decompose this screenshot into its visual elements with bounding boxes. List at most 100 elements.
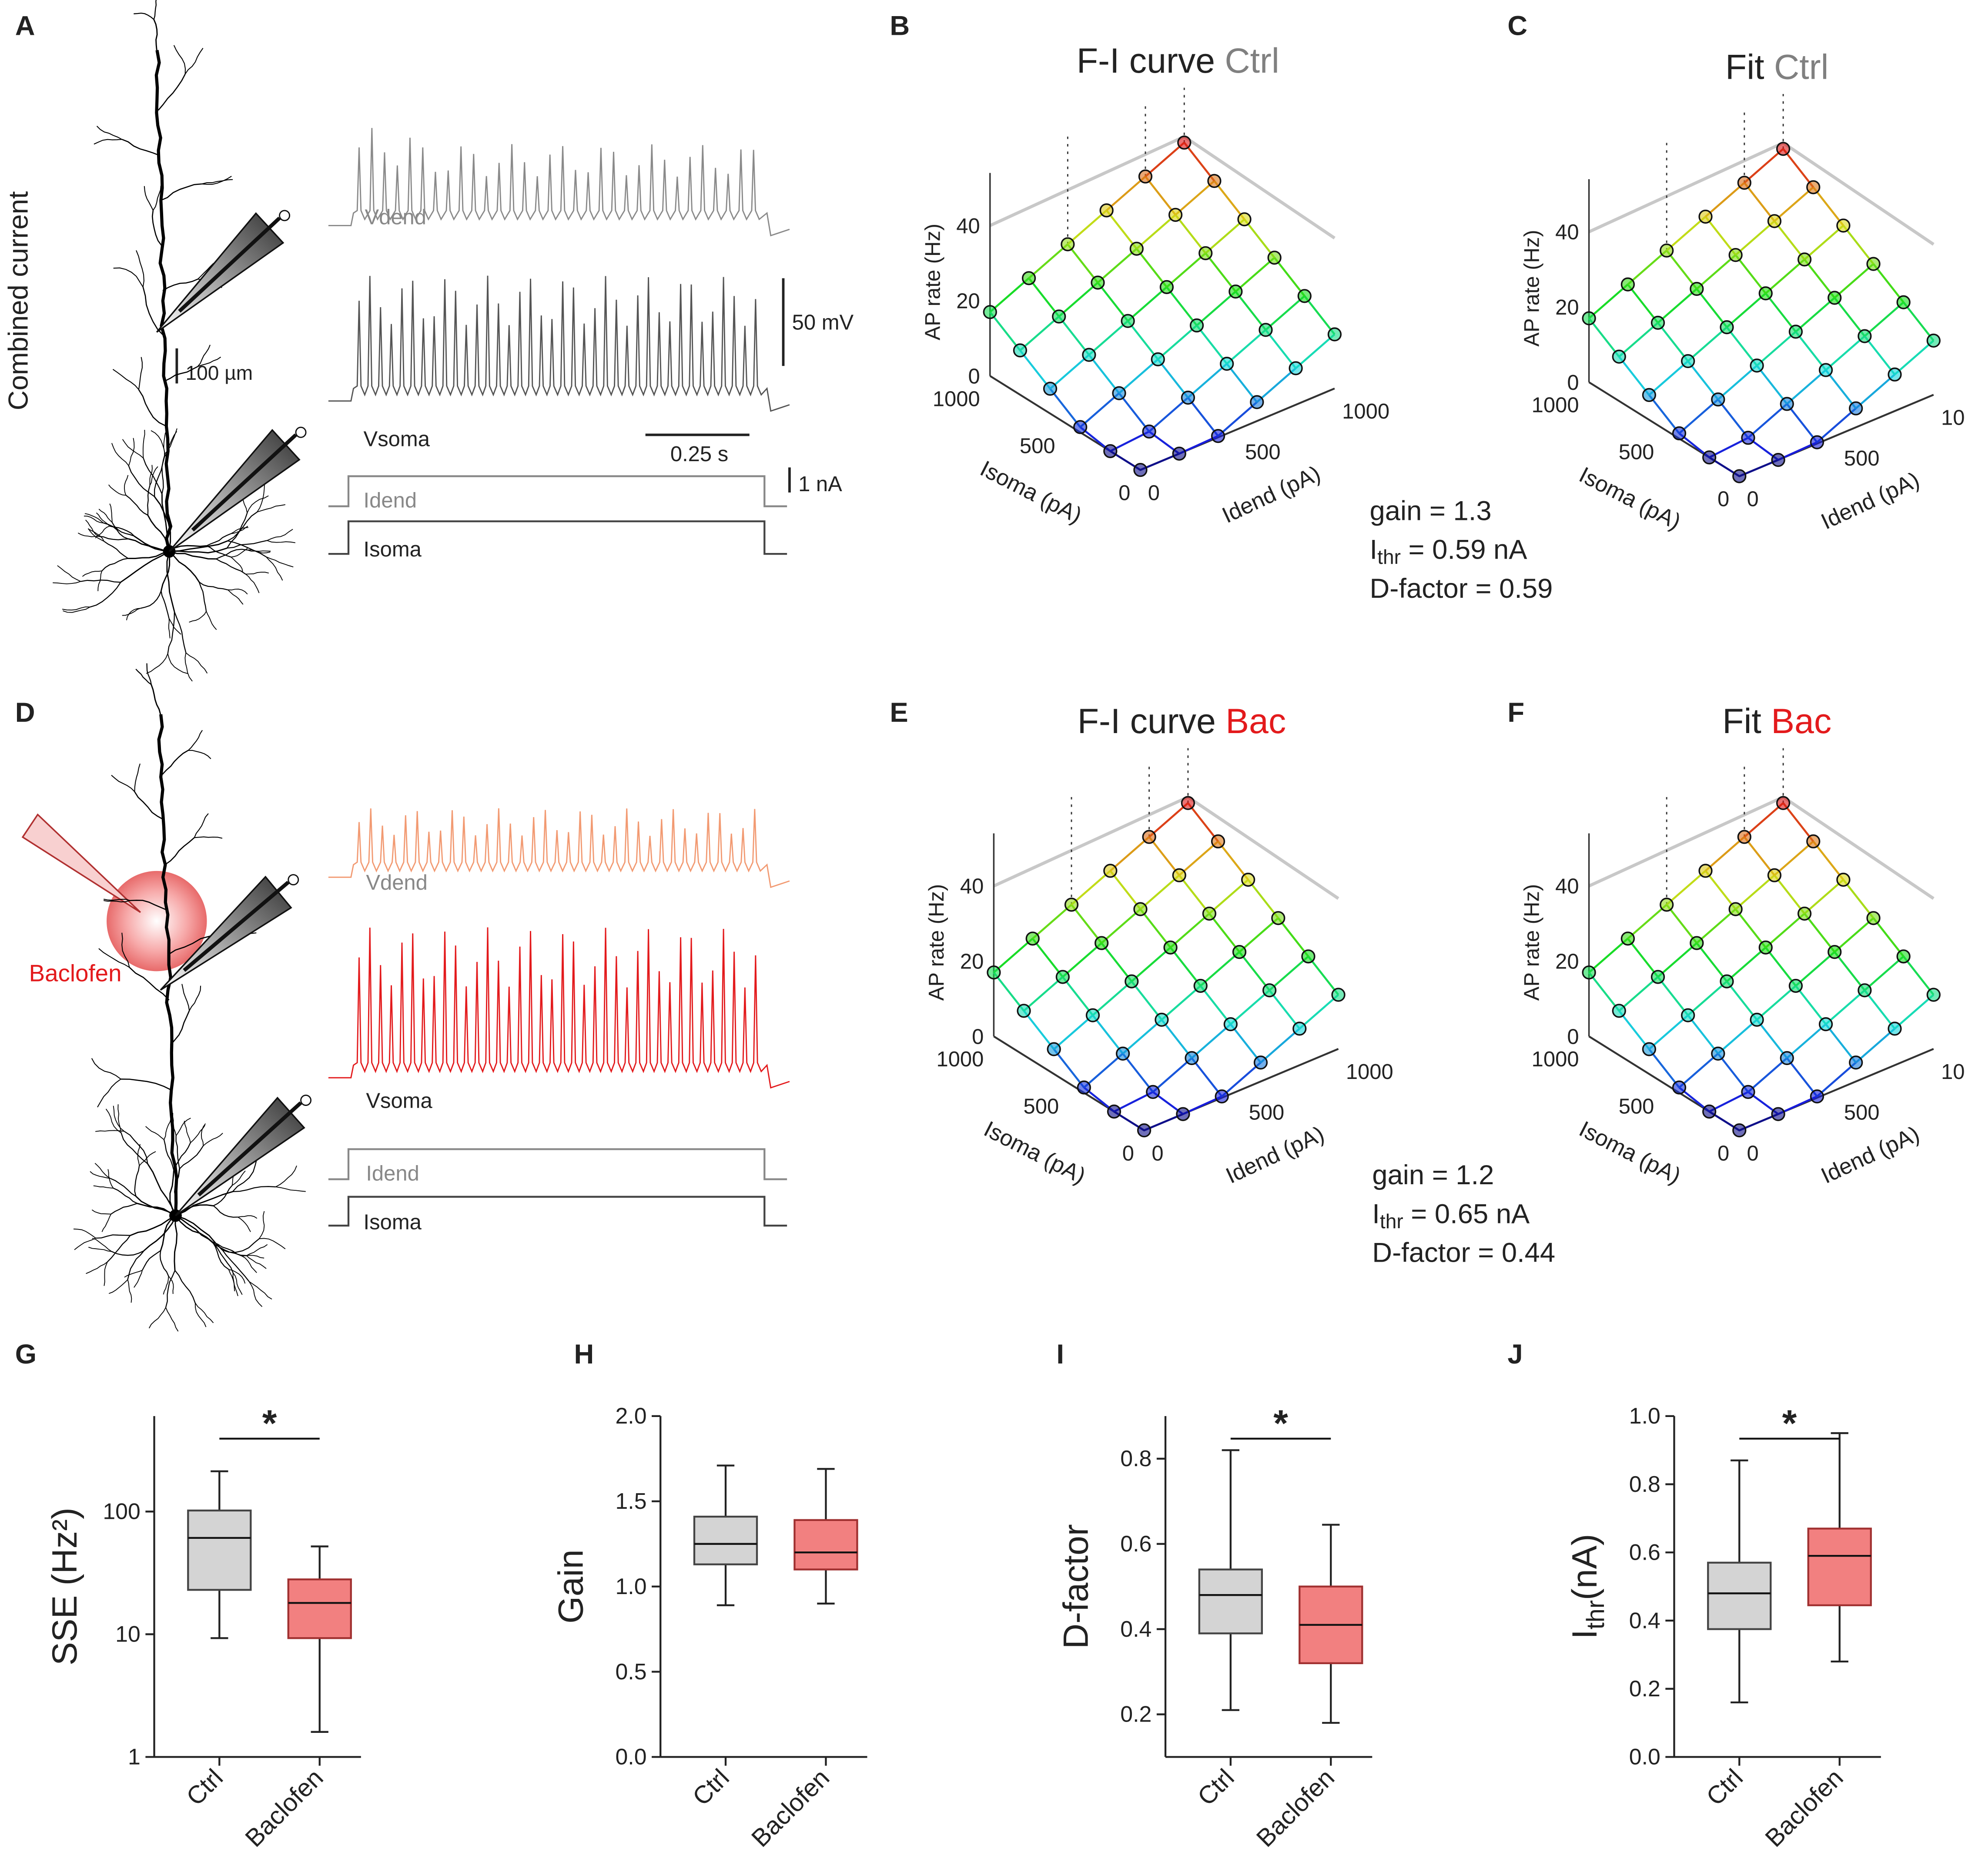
mesh-point: [1728, 902, 1743, 916]
mesh-point: [1211, 429, 1225, 443]
y-axis-label: D-factor: [1056, 1524, 1095, 1649]
idend-tick-label: 0: [1148, 481, 1160, 505]
mesh-line: [1101, 908, 1141, 944]
dendrite: [121, 1079, 172, 1091]
dendrite: [206, 533, 231, 546]
dendrite: [231, 548, 248, 558]
dendrite: [161, 494, 170, 552]
mesh-point: [1177, 135, 1192, 150]
mesh-point: [1115, 1046, 1130, 1061]
panel-letter: D: [15, 697, 35, 728]
dendrite: [247, 549, 271, 554]
idend-tick-label: 0: [1152, 1142, 1163, 1165]
isoma-tick-label: 1000: [1532, 394, 1579, 417]
mesh-line: [1696, 942, 1728, 982]
dendrite: [246, 1244, 268, 1256]
mesh-point: [1047, 1042, 1061, 1056]
mesh-point: [1642, 1042, 1657, 1056]
ithr-main: I: [1370, 535, 1378, 565]
rate-tick-label: 0: [1567, 1025, 1579, 1049]
dendrite: [147, 515, 170, 552]
mesh-line: [1256, 367, 1297, 403]
dendrite: [162, 750, 189, 775]
mesh-line: [1812, 186, 1844, 226]
mesh-line: [1704, 182, 1745, 218]
dendrite: [241, 1256, 257, 1273]
dendrite: [122, 608, 141, 616]
dendrite: [203, 1132, 223, 1146]
dendrite: [189, 611, 207, 623]
mesh-line: [1743, 182, 1775, 222]
mesh-point: [1776, 796, 1791, 810]
mesh-point: [1690, 281, 1704, 296]
voltage-trace: [328, 128, 790, 237]
dendrite: [232, 1186, 276, 1193]
mesh-point: [1185, 1051, 1199, 1065]
apical-dendrite: [154, 50, 173, 552]
dendrite: [231, 556, 243, 572]
mesh-line: [1071, 870, 1111, 906]
mesh-line: [1872, 917, 1905, 957]
dendrite: [153, 0, 157, 20]
mesh-line: [1183, 142, 1215, 182]
dendrite: [107, 1169, 114, 1189]
mesh-line: [1786, 1023, 1827, 1059]
mesh-line: [1166, 286, 1198, 326]
mesh-point: [1780, 397, 1794, 411]
mesh-point: [1858, 329, 1872, 343]
mesh-point: [1888, 367, 1902, 382]
dendrite: [181, 984, 190, 1011]
mesh-point: [1788, 325, 1803, 339]
dendrite: [222, 1250, 250, 1282]
mesh-line: [1191, 1057, 1223, 1097]
isoma-tick-label: 1000: [933, 387, 980, 411]
mesh-point: [1073, 420, 1088, 434]
y-tick-label: 1.0: [1629, 1403, 1660, 1428]
rate-tick-label: 0: [1567, 371, 1579, 395]
dendrite: [146, 663, 152, 685]
mesh-line: [1726, 292, 1767, 328]
box: [1707, 1561, 1772, 1630]
mesh-line: [1696, 908, 1737, 944]
dendrite: [151, 684, 161, 715]
mesh-line: [1648, 394, 1680, 434]
mesh-point: [987, 965, 1001, 980]
mesh-point: [1698, 864, 1713, 878]
dendrite: [135, 669, 152, 685]
dendrite: [108, 484, 126, 496]
dendrite: [154, 457, 165, 497]
mesh-line: [1127, 320, 1159, 360]
dendrite: [111, 443, 129, 466]
mesh-line: [1756, 365, 1788, 405]
panel-letter: I: [1056, 1339, 1064, 1370]
ithr-rest: = 0.65 nA: [1403, 1199, 1530, 1229]
mesh-point: [1797, 906, 1812, 921]
mesh-point: [1642, 388, 1657, 402]
y-tick-label: 100: [103, 1499, 140, 1524]
mesh-line: [1726, 981, 1758, 1021]
mesh-line: [1187, 363, 1228, 399]
dendrite: [153, 185, 161, 211]
mesh-line: [1157, 325, 1198, 360]
mesh-line: [1774, 841, 1814, 876]
mesh-point: [1193, 978, 1208, 993]
mesh-line: [1196, 291, 1236, 326]
mesh-line: [1717, 1019, 1758, 1055]
mesh-line: [1230, 989, 1270, 1025]
apical-dendrite: [157, 714, 178, 1216]
mesh-point: [1297, 289, 1312, 303]
dendrite: [121, 1132, 148, 1164]
idend-tick-label: 500: [1245, 441, 1281, 464]
mesh-line: [1627, 938, 1659, 978]
dendrite: [213, 1185, 233, 1206]
mesh-point: [1168, 208, 1183, 222]
dendrite: [103, 900, 131, 903]
mesh-point: [1818, 363, 1833, 377]
dendrite: [174, 1169, 181, 1216]
y-tick-label: 0.2: [1629, 1676, 1660, 1701]
mesh-point: [1232, 945, 1247, 959]
mesh-line: [1855, 374, 1895, 409]
baclofen-puff: [107, 871, 207, 972]
mesh-line: [1696, 288, 1728, 328]
